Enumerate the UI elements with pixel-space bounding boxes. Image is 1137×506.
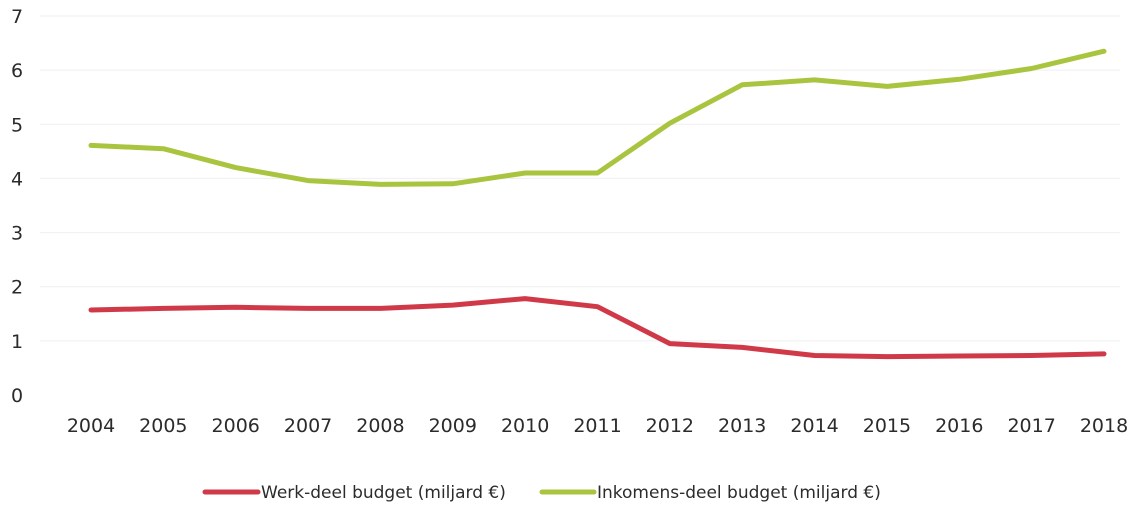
x-tick-label: 2013 <box>718 415 766 437</box>
x-tick-label: 2007 <box>284 415 332 437</box>
y-tick-label: 5 <box>11 114 23 136</box>
gridlines <box>40 15 1120 342</box>
x-tick-label: 2012 <box>646 415 694 437</box>
legend: Werk-deel budget (miljard €) Inkomens-de… <box>202 483 881 503</box>
y-tick-label: 4 <box>11 168 23 190</box>
y-tick-label: 2 <box>11 277 23 299</box>
y-tick-label: 3 <box>11 223 23 245</box>
x-tick-label: 2016 <box>935 415 983 437</box>
x-tick-label: 2018 <box>1080 415 1128 437</box>
x-tick-label: 2014 <box>790 415 838 437</box>
legend-label-inkomens-deel: Inkomens-deel budget (miljard €) <box>597 483 881 503</box>
x-tick-label: 2011 <box>573 415 621 437</box>
x-tick-label: 2005 <box>139 415 187 437</box>
y-tick-label: 1 <box>11 331 23 353</box>
series-lines <box>88 48 1107 360</box>
x-tick-label: 2017 <box>1007 415 1055 437</box>
x-tick-label: 2009 <box>429 415 477 437</box>
series-line-1 <box>88 48 1107 187</box>
x-tick-label: 2010 <box>501 415 549 437</box>
y-tick-label: 6 <box>11 60 23 82</box>
x-tick-label: 2004 <box>67 415 115 437</box>
y-tick-label: 7 <box>11 6 23 28</box>
y-tick-label: 0 <box>11 385 23 407</box>
x-axis-ticks: 2004 2005 2006 2007 2008 2009 2010 2011 2012 2013… <box>67 415 1128 437</box>
y-axis-ticks: 0 1 2 3 4 5 6 7 <box>11 6 23 407</box>
x-tick-label: 2015 <box>863 415 911 437</box>
x-tick-label: 2008 <box>356 415 404 437</box>
series-line-0 <box>88 296 1107 360</box>
legend-label-werk-deel: Werk-deel budget (miljard €) <box>261 483 506 503</box>
x-tick-label: 2006 <box>212 415 260 437</box>
